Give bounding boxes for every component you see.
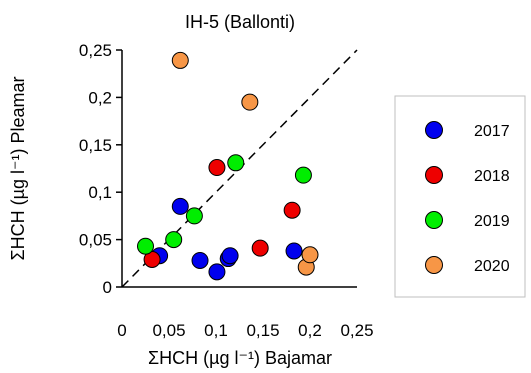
data-point-2017 [208, 263, 226, 281]
data-point-2019 [294, 166, 312, 184]
data-point-2019 [185, 207, 203, 225]
data-point-2018 [283, 201, 301, 219]
data-point-2020 [171, 51, 189, 69]
data-point-2017 [171, 197, 189, 215]
legend-label-2019: 2019 [474, 213, 510, 230]
legend: 2017 2018 2019 2020 [394, 95, 526, 298]
x-axis-label: ΣHCH (µg l⁻¹) Bajamar [148, 348, 332, 368]
legend-marker-2019 [425, 211, 443, 229]
x-tick-label: 0,2 [298, 321, 322, 340]
x-tick-label: 0,15 [246, 321, 279, 340]
data-point-2017 [285, 242, 303, 260]
data-point-2019 [165, 231, 183, 249]
x-tick-label: 0,25 [340, 321, 373, 340]
legend-box [394, 95, 526, 298]
y-tick-label: 0 [103, 278, 112, 297]
y-tick-label: 0,2 [88, 88, 112, 107]
data-point-2019 [227, 154, 245, 172]
x-tick-label: 0,05 [152, 321, 185, 340]
y-axis-label: ΣHCH (µg l⁻¹) Pleamar [8, 76, 28, 260]
legend-label-2018: 2018 [474, 168, 510, 185]
legend-marker-2018 [425, 166, 443, 184]
data-point-2017 [191, 251, 209, 269]
legend-label-2020: 2020 [474, 258, 510, 275]
data-point-2018 [208, 159, 226, 177]
y-tick-label: 0,25 [79, 41, 112, 60]
legend-marker-2017 [425, 121, 443, 139]
x-tick-label: 0 [117, 321, 126, 340]
y-tick-label: 0,1 [88, 183, 112, 202]
chart-title: IH-5 (Ballonti) [185, 12, 295, 32]
y-tick-label: 0,15 [79, 136, 112, 155]
legend-label-2017: 2017 [474, 123, 510, 140]
y-tick-label: 0,05 [79, 231, 112, 250]
legend-marker-2020 [425, 256, 443, 274]
data-point-2017 [221, 247, 239, 265]
plot-area: 0 0,05 0,1 0,15 0,2 0,25 0 0,05 0,1 0,15 0,2 0,25 [79, 41, 374, 340]
data-point-2020 [241, 93, 259, 111]
data-point-2019 [137, 237, 154, 255]
x-tick-label: 0,1 [204, 321, 228, 340]
data-point-2018 [251, 239, 269, 257]
data-point-2020 [301, 246, 319, 264]
